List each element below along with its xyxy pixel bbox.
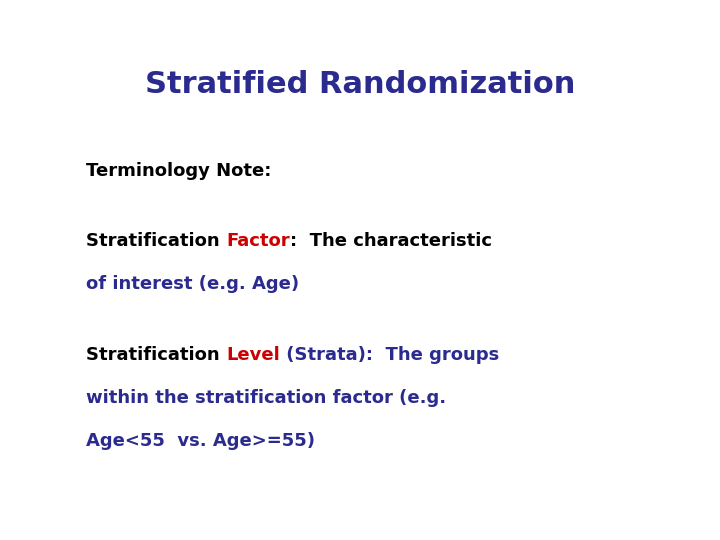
Text: Factor: Factor [226,232,290,250]
Text: Level: Level [226,346,280,363]
Text: within the stratification factor (e.g.: within the stratification factor (e.g. [86,389,446,407]
Text: Terminology Note:: Terminology Note: [86,162,271,180]
Text: Stratification: Stratification [86,232,226,250]
Text: (Strata):  The groups: (Strata): The groups [280,346,499,363]
Text: Stratified Randomization: Stratified Randomization [145,70,575,99]
Text: Stratification: Stratification [86,346,226,363]
Text: of interest (e.g. Age): of interest (e.g. Age) [86,275,300,293]
Text: :  The characteristic: : The characteristic [290,232,492,250]
Text: Age<55  vs. Age>=55): Age<55 vs. Age>=55) [86,432,315,450]
